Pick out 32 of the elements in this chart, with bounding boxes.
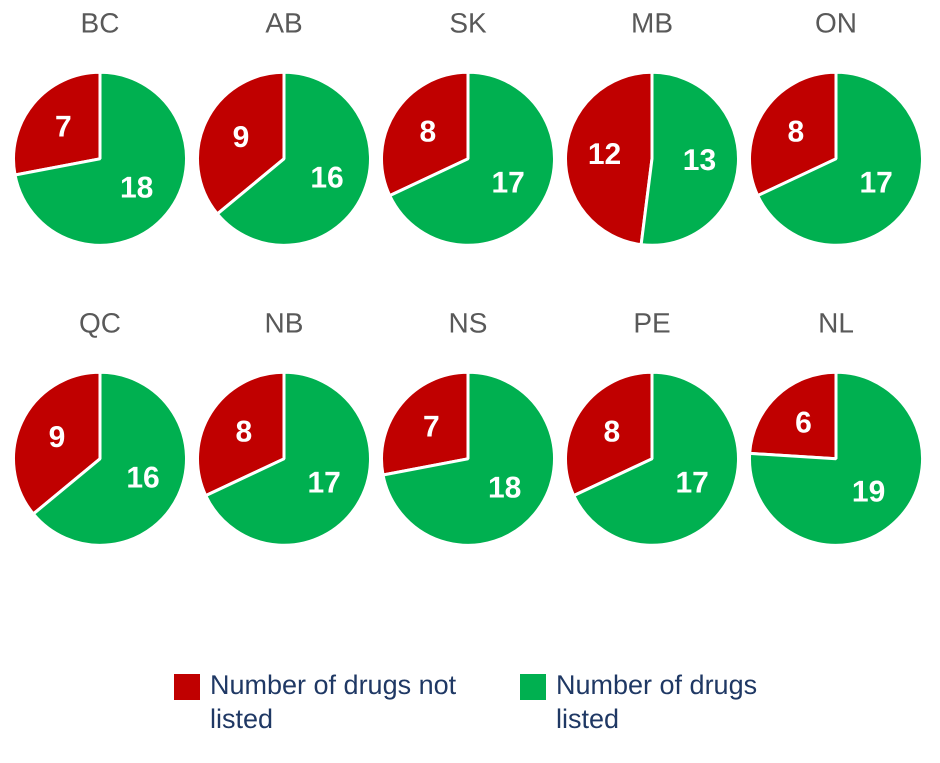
data-label: 13	[682, 144, 716, 178]
data-label: 12	[588, 138, 622, 172]
data-label: 8	[603, 416, 620, 449]
data-label: 16	[310, 161, 344, 194]
data-label: 19	[852, 476, 886, 509]
chart-title: NS	[448, 308, 488, 339]
chart-title: MB	[631, 8, 673, 39]
data-label: 6	[795, 406, 812, 440]
data-label: 9	[232, 120, 250, 154]
legend-label: Number of drugs listed	[556, 669, 758, 736]
data-label: 8	[235, 416, 252, 449]
chart-title: ON	[815, 8, 857, 39]
data-label: 17	[491, 166, 525, 200]
data-label: 17	[307, 466, 341, 500]
data-label: 18	[120, 171, 154, 204]
data-label: 9	[48, 420, 66, 454]
data-label: 7	[423, 410, 440, 444]
chart-title: NL	[818, 308, 854, 339]
legend-label: Number of drugs not listed	[210, 669, 458, 736]
data-label: 16	[126, 461, 160, 494]
data-label: 8	[787, 116, 804, 149]
data-label: 17	[859, 166, 893, 200]
data-label: 7	[55, 110, 72, 144]
chart-title: PE	[633, 308, 671, 339]
chart-title: AB	[265, 8, 303, 39]
data-label: 8	[419, 116, 436, 149]
chart-title: SK	[449, 8, 487, 39]
data-label: 18	[488, 471, 522, 504]
chart-title: QC	[79, 308, 121, 339]
chart-title: BC	[80, 8, 120, 39]
chart-title: NB	[264, 308, 304, 339]
data-label: 17	[675, 466, 709, 500]
